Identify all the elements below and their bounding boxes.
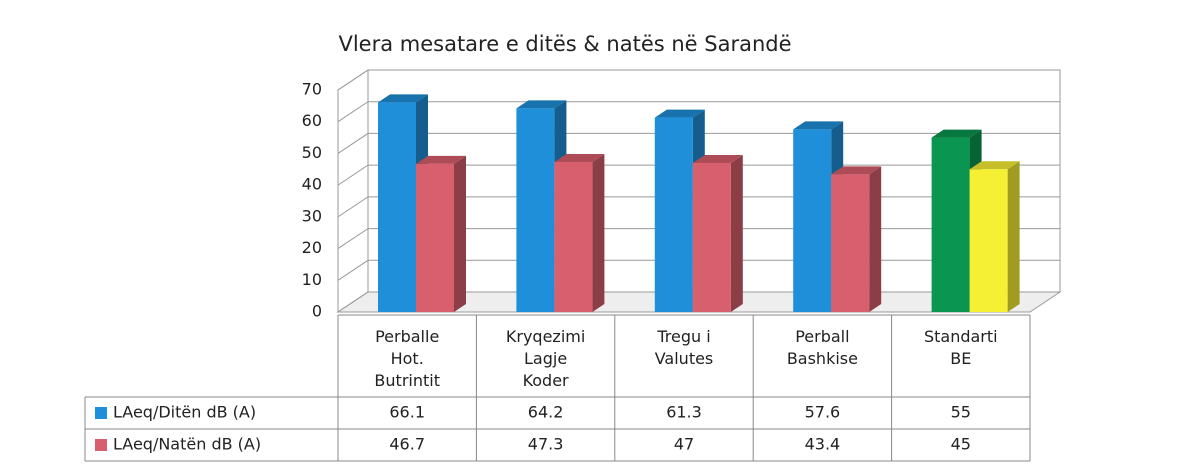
bar (692, 162, 731, 312)
bar-side (1007, 161, 1020, 312)
label-line: BE (950, 349, 971, 368)
side-wall (337, 69, 369, 313)
y-tick-label: 60 (302, 111, 322, 130)
table-value: 66.1 (389, 403, 425, 422)
label-line: Butrintit (374, 371, 440, 390)
y-tick-label: 30 (302, 206, 322, 225)
label-line: Koder (523, 371, 569, 390)
x-tick-label: Standarti BE (924, 327, 998, 368)
bar-top (692, 154, 743, 163)
bar (554, 161, 593, 312)
bar (931, 137, 970, 312)
bar (416, 163, 454, 312)
bar-top (793, 121, 844, 130)
x-tick-label: Tregu i Valutes (655, 327, 714, 368)
bar-top (969, 161, 1020, 170)
bar-side (869, 166, 882, 312)
bar-top (516, 100, 567, 109)
label-line: Bashkise (787, 349, 858, 368)
bar (378, 102, 416, 313)
label-line: Tregu i (656, 327, 710, 346)
legend-label: LAeq/Ditën dB (A) (113, 403, 256, 422)
y-tick-label: 40 (302, 175, 322, 194)
table-value: 43.4 (805, 435, 841, 454)
table-value: 55 (951, 403, 971, 422)
bar-top (931, 129, 982, 138)
legend-label: LAeq/Natën dB (A) (113, 435, 261, 454)
bar (654, 117, 693, 312)
legend-swatch (95, 439, 107, 451)
bar-top (654, 109, 705, 118)
label-line: Lagje (524, 349, 567, 368)
grid-line (337, 101, 1060, 123)
table-value: 47.3 (528, 435, 564, 454)
label-line: Kryqezimi (506, 327, 585, 346)
table-value: 57.6 (805, 403, 841, 422)
bar-top (378, 94, 428, 103)
bar-side (592, 153, 605, 312)
table-value: 45 (951, 435, 971, 454)
bar-top (416, 155, 466, 164)
bar-top (831, 166, 882, 175)
bar-top (554, 153, 605, 162)
bar (969, 169, 1008, 312)
bar-side (730, 154, 743, 312)
label-line: Perballe (375, 327, 439, 346)
x-tick-label: Kryqezimi Lagje Koder (506, 327, 585, 390)
table-value: 64.2 (528, 403, 564, 422)
grid-line (337, 69, 1060, 91)
label-line: Hot. (391, 349, 424, 368)
x-tick-label: Perball Bashkise (787, 327, 858, 368)
x-tick-label: Perballe Hot. Butrintit (374, 327, 440, 390)
bar (831, 174, 870, 312)
legend-swatch (95, 407, 107, 419)
table-value: 47 (674, 435, 694, 454)
label-line: Perball (795, 327, 849, 346)
y-tick-label: 10 (302, 270, 322, 289)
y-tick-label: 70 (302, 80, 322, 99)
bar (516, 108, 555, 312)
y-tick-label: 20 (302, 238, 322, 257)
bar (793, 129, 832, 312)
table-value: 46.7 (389, 435, 425, 454)
table-value: 61.3 (666, 403, 702, 422)
y-tick-label: 0 (312, 302, 322, 321)
chart-title: Vlera mesatare e ditës & natës në Sarand… (338, 32, 791, 56)
y-tick-label: 50 (302, 143, 322, 162)
label-line: Standarti (924, 327, 998, 346)
label-line: Valutes (655, 349, 714, 368)
bar-side (454, 155, 466, 312)
